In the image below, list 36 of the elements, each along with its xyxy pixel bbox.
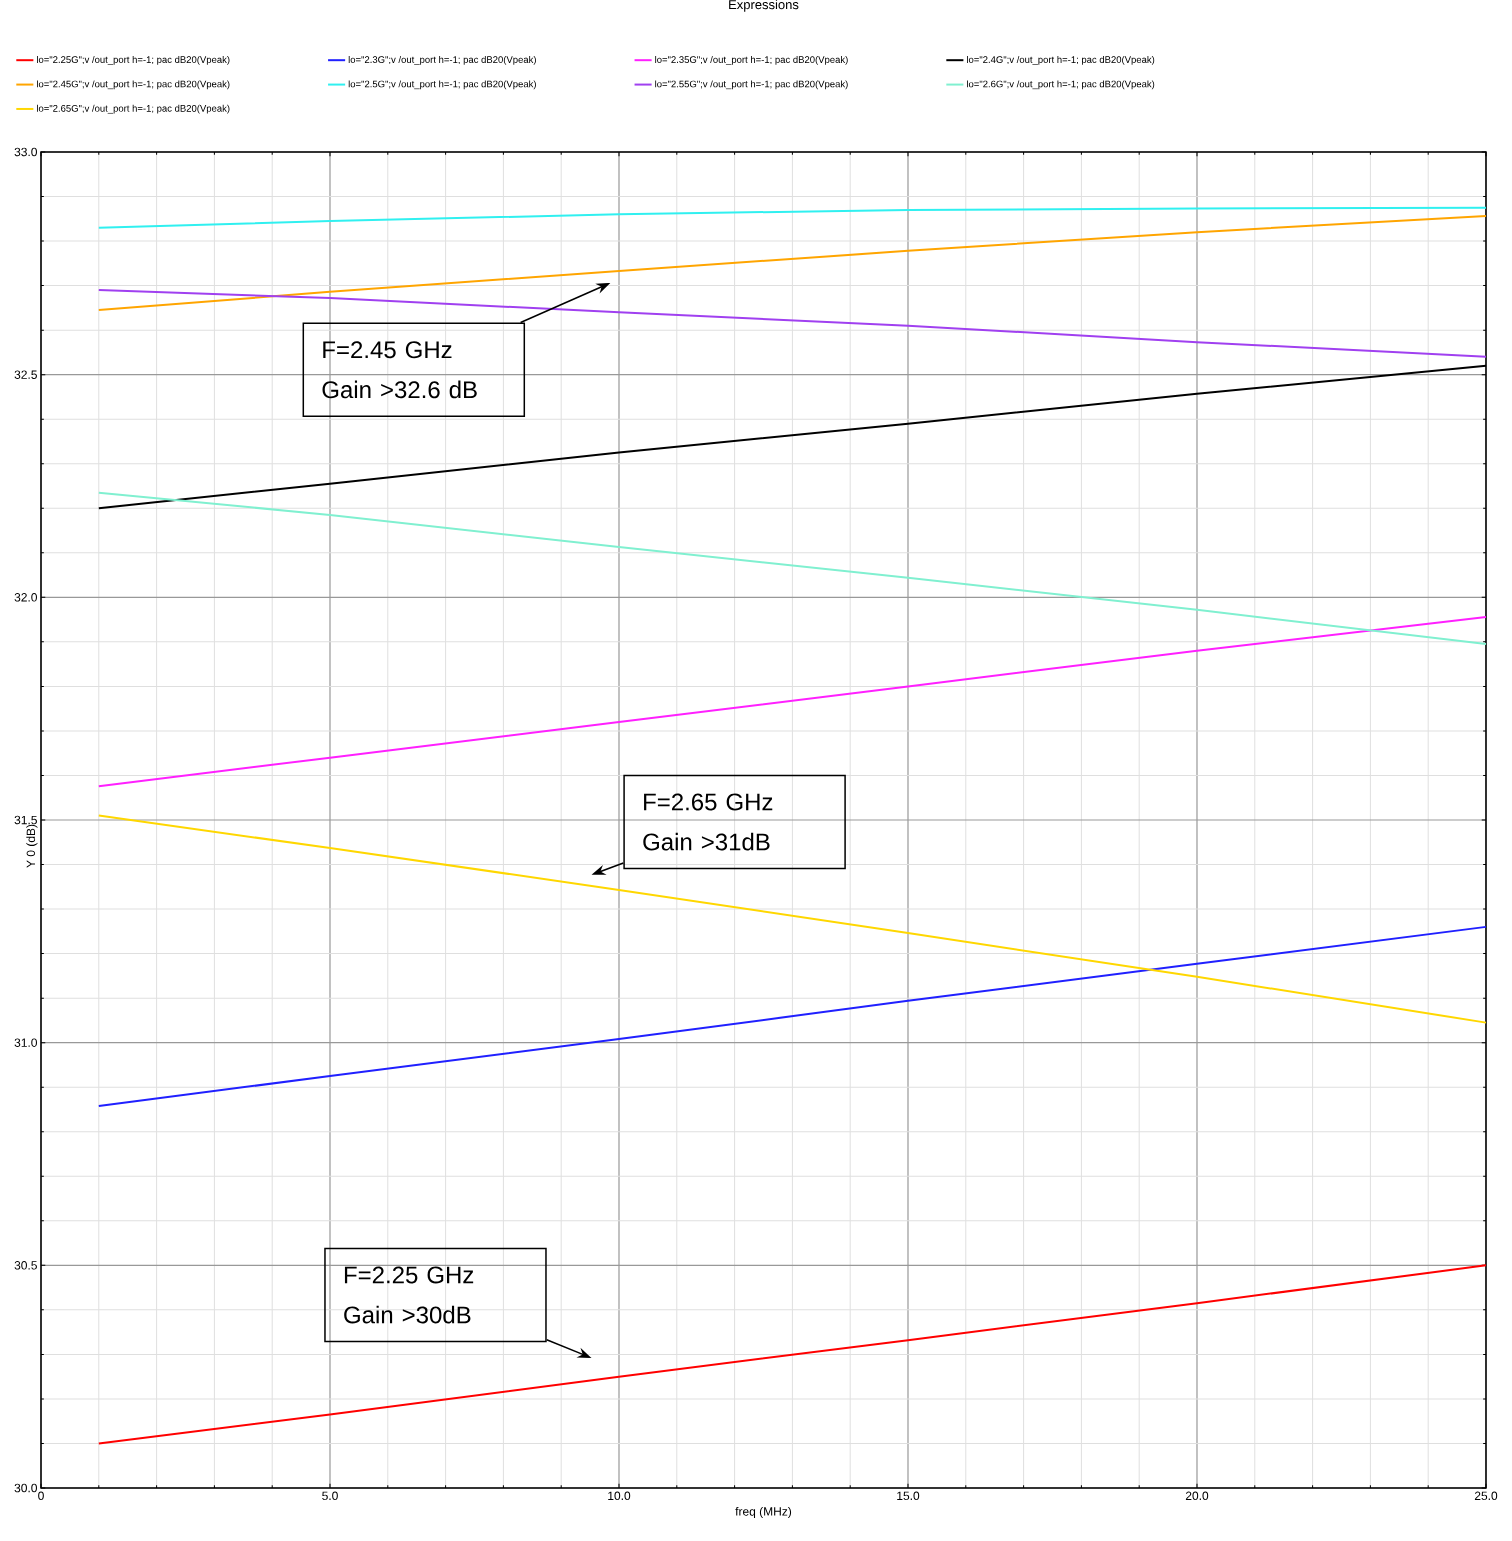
line-series <box>97 215 1487 312</box>
y-tick-label: 32.5 <box>14 370 37 379</box>
line-series <box>97 615 1487 788</box>
annotation: F=2.45 GHz Gain >32.6 dB <box>322 341 477 399</box>
line-series <box>97 206 1487 229</box>
y-tick-label: 30.5 <box>14 1261 37 1270</box>
legend-label: lo="2.5G";v /out_port h=-1; pac dB20(Vpeak) <box>348 80 536 90</box>
y-tick-label: 30.0 <box>14 1483 37 1493</box>
legend-label: lo="2.4G";v /out_port h=-1; pac dB20(Vpeak) <box>967 56 1155 65</box>
line-series <box>97 814 1487 1024</box>
y-tick-label: 33.0 <box>14 147 37 157</box>
chart-title: Expressions <box>729 0 799 12</box>
x-tick-label: 20.0 <box>1185 1491 1209 1501</box>
legend-label: lo="2.55G";v /out_port h=-1; pac dB20(Vpeak) <box>655 80 848 90</box>
x-tick-label: 5.0 <box>322 1491 338 1501</box>
y-tick-label: 31.0 <box>14 1038 37 1047</box>
legend-label: lo="2.25G";v /out_port h=-1; pac dB20(Vpeak) <box>37 56 230 65</box>
y-tick-label: 31.5 <box>14 815 37 825</box>
annotation: F=2.25 GHz Gain >30dB <box>344 1266 474 1324</box>
x-tick-label: 15.0 <box>897 1491 920 1501</box>
legend-label: lo="2.3G";v /out_port h=-1; pac dB20(Vpeak) <box>348 56 536 65</box>
y-axis-title: Y 0 (dB) <box>26 824 38 868</box>
x-tick-label: 0 <box>38 1491 44 1501</box>
line-series <box>97 289 1487 358</box>
line-series <box>97 491 1487 646</box>
x-axis-title: freq (MHz) <box>735 1506 792 1519</box>
line-series <box>97 1264 1487 1445</box>
y-tick-label: 32.0 <box>14 593 37 602</box>
legend-label: lo="2.6G";v /out_port h=-1; pac dB20(Vpeak) <box>967 80 1155 90</box>
legend-label: lo="2.65G";v /out_port h=-1; pac dB20(Vpeak) <box>37 104 230 114</box>
legend-label: lo="2.45G";v /out_port h=-1; pac dB20(Vpeak) <box>37 80 230 90</box>
x-tick-label: 25.0 <box>1474 1491 1498 1501</box>
x-tick-label: 10.0 <box>608 1491 631 1501</box>
line-series <box>97 925 1487 1107</box>
annotation: F=2.65 GHz Gain >31dB <box>643 793 773 851</box>
legend-label: lo="2.35G";v /out_port h=-1; pac dB20(Vpeak) <box>655 56 848 65</box>
